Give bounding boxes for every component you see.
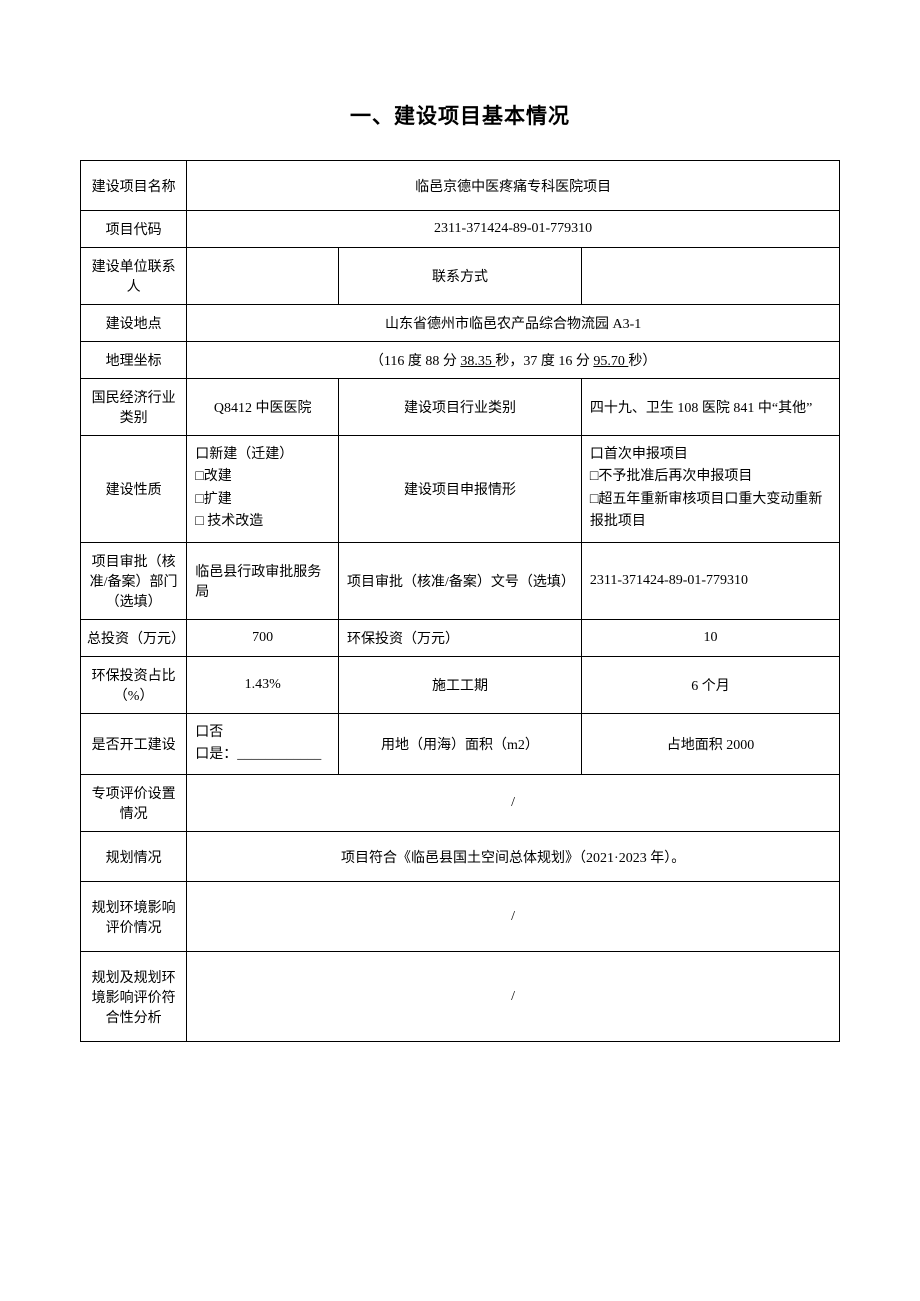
coords-sec2: 95.70 (593, 354, 628, 369)
contact-person-value (187, 248, 339, 305)
approval-num-value: 2311-371424-89-01-779310 (581, 542, 839, 619)
plan-compliance-value: / (187, 952, 840, 1042)
project-name-label: 建设项目名称 (81, 161, 187, 211)
project-name-value: 临邑京德中医疼痛专科医院项目 (187, 161, 840, 211)
contact-method-value (581, 248, 839, 305)
planning-value: 项目符合《临邑县国土空间总体规划》（2021·2023 年）。 (187, 832, 840, 882)
contact-person-label: 建设单位联系人 (81, 248, 187, 305)
project-industry-label: 建设项目行业类别 (339, 379, 582, 436)
coords-text-prefix: （116 度 88 分 (370, 354, 460, 369)
coords-text-mid: 秒，37 度 16 分 (495, 354, 593, 369)
env-invest-value: 10 (581, 619, 839, 656)
project-info-table: 建设项目名称 临邑京德中医疼痛专科医院项目 项目代码 2311-371424-8… (80, 160, 840, 1042)
declare-value: 口首次申报项目 □不予批准后再次申报项目 □超五年重新审核项目口重大变动重新报批… (581, 436, 839, 543)
project-code-value: 2311-371424-89-01-779310 (187, 211, 840, 248)
coords-text-suffix: 秒） (628, 354, 656, 369)
land-area-label: 用地（用海）面积（m2） (339, 713, 582, 775)
planning-label: 规划情况 (81, 832, 187, 882)
coords-value: （116 度 88 分 38.35 秒，37 度 16 分 95.70 秒） (187, 342, 840, 379)
plan-env-eval-value: / (187, 882, 840, 952)
nature-label: 建设性质 (81, 436, 187, 543)
special-eval-value: / (187, 775, 840, 832)
plan-compliance-label: 规划及规划环境影响评价符合性分析 (81, 952, 187, 1042)
location-label: 建设地点 (81, 305, 187, 342)
land-area-value: 占地面积 2000 (581, 713, 839, 775)
project-industry-value: 四十九、卫生 108 医院 841 中“其他” (581, 379, 839, 436)
total-invest-value: 700 (187, 619, 339, 656)
approval-dept-label: 项目审批（核准/备案）部门（选填） (81, 542, 187, 619)
contact-method-label: 联系方式 (339, 248, 582, 305)
approval-dept-value: 临邑县行政审批服务局 (187, 542, 339, 619)
started-value: 口否 口是：____________ (187, 713, 339, 775)
coords-label: 地理坐标 (81, 342, 187, 379)
special-eval-label: 专项评价设置情况 (81, 775, 187, 832)
env-ratio-value: 1.43% (187, 656, 339, 713)
approval-num-label: 项目审批（核准/备案）文号（选填） (339, 542, 582, 619)
started-label: 是否开工建设 (81, 713, 187, 775)
page-title: 一、建设项目基本情况 (80, 100, 840, 130)
env-invest-label: 环保投资（万元） (339, 619, 582, 656)
env-ratio-label: 环保投资占比（%） (81, 656, 187, 713)
declare-label: 建设项目申报情形 (339, 436, 582, 543)
nature-value: 口新建（迁建） □改建 □扩建 □ 技术改造 (187, 436, 339, 543)
duration-value: 6 个月 (581, 656, 839, 713)
plan-env-eval-label: 规划环境影响评价情况 (81, 882, 187, 952)
total-invest-label: 总投资（万元） (81, 619, 187, 656)
project-code-label: 项目代码 (81, 211, 187, 248)
location-value: 山东省德州市临邑农产品综合物流园 A3-1 (187, 305, 840, 342)
duration-label: 施工工期 (339, 656, 582, 713)
industry-label: 国民经济行业类别 (81, 379, 187, 436)
coords-sec1: 38.35 (460, 354, 495, 369)
industry-value: Q8412 中医医院 (187, 379, 339, 436)
